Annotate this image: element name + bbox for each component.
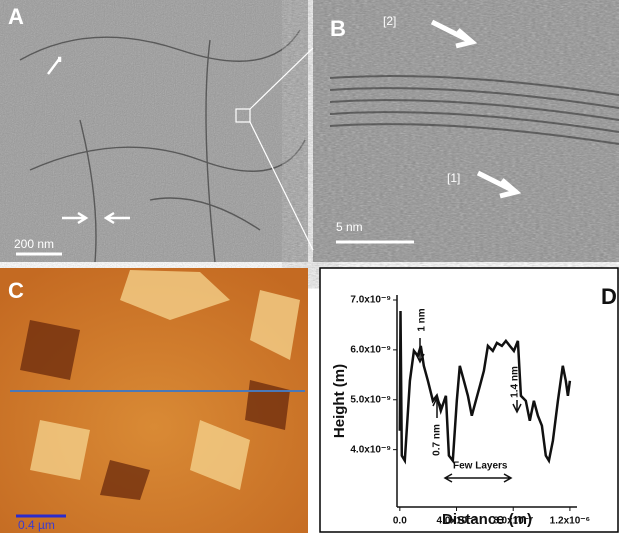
panel-label: D bbox=[601, 284, 617, 309]
panel-label: C bbox=[8, 278, 24, 303]
marker: [2] bbox=[383, 14, 396, 28]
dark-region bbox=[20, 320, 290, 500]
annotation-arrow bbox=[443, 473, 513, 483]
arrow bbox=[476, 170, 522, 199]
arrow bbox=[62, 211, 130, 225]
x-tick-label: 1.2x10⁻⁶ bbox=[550, 516, 590, 527]
wrinkles bbox=[19, 29, 306, 263]
scale-label: 5 nm bbox=[336, 220, 363, 234]
annotation-arrow bbox=[432, 396, 442, 418]
texture bbox=[0, 0, 308, 262]
panel-d: D 4.0x10⁻⁹ 5.0x10⁻⁹ 6.0x10⁻⁹ 7.0x10⁻⁹ 0.0 4.0… bbox=[319, 267, 619, 533]
arrow bbox=[430, 19, 478, 49]
panel-b: [2] [1] 5 nm B bbox=[313, 0, 619, 262]
marker: [1] bbox=[447, 171, 460, 185]
x-tick-label: 8.0x10⁻⁷ bbox=[493, 516, 533, 527]
panel-label: B bbox=[330, 16, 346, 41]
panel-label: A bbox=[8, 4, 24, 29]
annotation: Few Layers bbox=[453, 461, 508, 472]
y-tick-label: 5.0x10⁻⁹ bbox=[350, 394, 391, 405]
y-tick-label: 7.0x10⁻⁹ bbox=[350, 295, 391, 306]
annotation-arrow bbox=[512, 400, 522, 414]
scale-label: 0.4 µm bbox=[18, 518, 55, 532]
y-axis-label: Height (m) bbox=[331, 364, 348, 438]
x-tick-label: 0.0 bbox=[393, 516, 407, 527]
annotation: 0.7 nm bbox=[432, 424, 443, 456]
zoom-box bbox=[235, 108, 251, 123]
y-tick-label: 4.0x10⁻⁹ bbox=[350, 444, 391, 455]
scale-label: 200 nm bbox=[14, 237, 54, 251]
arrow bbox=[47, 56, 62, 75]
panel-a: 200 nm A bbox=[0, 0, 308, 263]
y-tick-label: 6.0x10⁻⁹ bbox=[350, 345, 391, 356]
lattice-fringes bbox=[329, 75, 619, 145]
x-axis-label: Distance (m) bbox=[442, 511, 532, 528]
bright-region bbox=[30, 270, 300, 490]
x-tick-label: 4.0x10⁻⁷ bbox=[437, 516, 477, 527]
annotation: 1.4 nm bbox=[510, 366, 521, 398]
panel-c: 0.4 µm C bbox=[0, 268, 308, 533]
zoom-line bbox=[249, 121, 314, 251]
annotation: 1 nm bbox=[417, 308, 428, 331]
annotation-arrow bbox=[415, 338, 425, 364]
zoom-line bbox=[249, 47, 314, 110]
